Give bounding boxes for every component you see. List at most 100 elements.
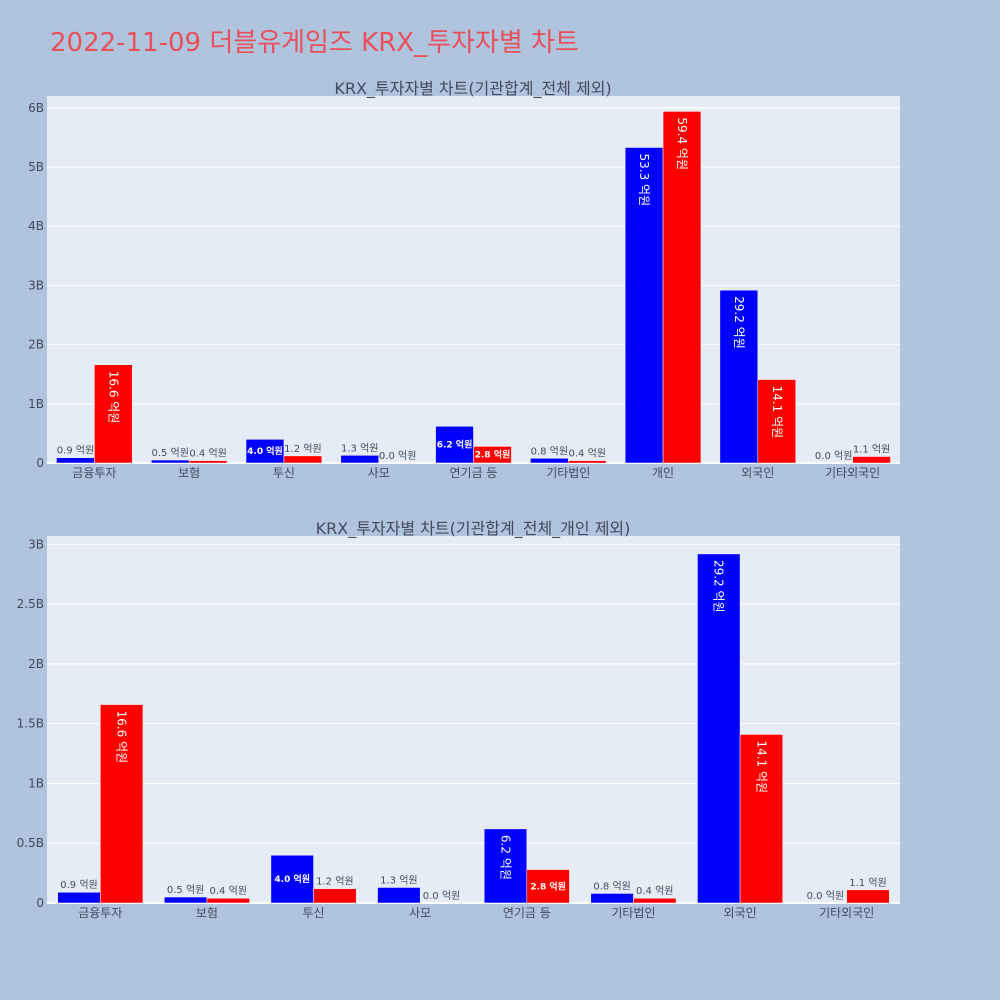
data-label: 53.3 억원	[637, 153, 651, 206]
y-tick-label: 2B	[28, 657, 44, 671]
x-tick-label: 기타법인	[546, 466, 590, 480]
data-label: 16.6 억원	[106, 371, 120, 424]
data-label: 2.8 억원	[530, 880, 566, 892]
data-label: 0.0 억원	[815, 450, 852, 462]
bar[interactable]	[483, 828, 528, 904]
bar[interactable]	[697, 553, 741, 904]
data-label: 1.1 억원	[849, 877, 886, 889]
x-tick-label: 기타외국인	[825, 466, 880, 480]
chart-top: KRX_투자자별 차트(기관합계_전체 제외) 0 1B 2B 3B 4B 5B 6B 금융투자…	[28, 79, 900, 480]
data-label: 14.1 억원	[754, 740, 768, 793]
x-tick-label: 연기금 등	[450, 466, 498, 480]
y-tick-label: 1B	[28, 397, 44, 411]
data-label: 2.8 억원	[475, 449, 511, 461]
bar[interactable]	[719, 289, 759, 464]
data-label: 0.4 억원	[210, 885, 247, 897]
y-tick-label: 2.5B	[17, 597, 44, 611]
data-label: 6.2 억원	[437, 439, 473, 451]
chart-bottom: KRX_투자자별 차트(기관합계_전체_개인 제외) 0 0.5B 1B 1.5B 2B 2…	[17, 519, 900, 920]
bar[interactable]	[340, 455, 379, 464]
data-label: 59.4 억원	[675, 117, 689, 170]
bar[interactable]	[473, 446, 512, 464]
bar[interactable]	[151, 459, 190, 464]
data-label: 0.5 억원	[151, 447, 188, 459]
bar[interactable]	[757, 379, 796, 464]
data-label: 16.6 억원	[115, 711, 129, 764]
x-tick-label: 기타외국인	[819, 906, 874, 920]
bar[interactable]	[56, 457, 95, 464]
x-tick-label: 금융투자	[78, 906, 122, 920]
y-tick-label: 4B	[28, 219, 44, 233]
bar[interactable]	[206, 897, 250, 904]
bar[interactable]	[245, 439, 285, 464]
x-tick-label: 연기금 등	[503, 906, 551, 920]
data-label: 0.8 억원	[531, 445, 568, 457]
bar[interactable]	[270, 854, 314, 904]
data-label: 1.2 억원	[284, 443, 321, 455]
bar[interactable]	[662, 111, 702, 464]
page-title: 2022-11-09 더블유게임즈 KRX_투자자별 차트	[50, 28, 579, 58]
y-tick-label: 0.5B	[17, 836, 44, 850]
data-label: 0.4 억원	[636, 885, 673, 897]
data-label: 4.0 억원	[274, 873, 310, 885]
bar[interactable]	[435, 426, 474, 464]
data-label: 0.4 억원	[189, 448, 226, 460]
bar[interactable]	[94, 364, 133, 464]
data-label: 1.2 억원	[316, 876, 353, 888]
x-tick-label: 투신	[303, 906, 325, 920]
x-tick-label: 투신	[273, 466, 295, 480]
bar[interactable]	[188, 460, 228, 464]
x-tick-label: 외국인	[741, 466, 774, 480]
bar[interactable]	[377, 887, 421, 904]
data-label: 29.2 억원	[712, 560, 726, 613]
y-tick-label: 3B	[28, 278, 44, 292]
data-label: 14.1 억원	[770, 386, 784, 439]
bar[interactable]	[590, 893, 634, 904]
y-tick-label: 0	[36, 896, 44, 910]
y-tick-label: 5B	[28, 160, 44, 174]
data-label: 6.2 억원	[498, 835, 512, 880]
y-tick-label: 1B	[28, 776, 44, 790]
x-tick-label: 금융투자	[72, 466, 116, 480]
bar[interactable]	[568, 460, 607, 464]
data-label: 0.8 억원	[593, 880, 630, 892]
data-label: 1.3 억원	[380, 874, 417, 886]
data-label: 0.5 억원	[167, 884, 204, 896]
bar[interactable]	[283, 455, 323, 464]
x-tick-label: 보험	[178, 466, 200, 480]
bar[interactable]	[624, 147, 664, 464]
bar[interactable]	[100, 704, 144, 904]
bar[interactable]	[739, 734, 783, 904]
chart-title: KRX_투자자별 차트(기관합계_전체_개인 제외)	[316, 519, 631, 539]
bar[interactable]	[530, 458, 569, 464]
bar[interactable]	[526, 869, 570, 904]
x-tick-label: 개인	[652, 466, 674, 480]
bar[interactable]	[633, 897, 677, 904]
bar[interactable]	[57, 891, 101, 904]
data-label: 29.2 억원	[732, 296, 746, 349]
x-tick-label: 외국인	[724, 906, 757, 920]
y-tick-label: 6B	[28, 101, 44, 115]
x-tick-label: 기타법인	[611, 906, 655, 920]
bar[interactable]	[852, 456, 891, 464]
chart-title: KRX_투자자별 차트(기관합계_전체 제외)	[334, 79, 611, 99]
x-tick-label: 사모	[368, 466, 390, 480]
data-label: 0.0 억원	[423, 890, 460, 902]
data-label: 0.9 억원	[60, 879, 97, 891]
x-tick-label: 사모	[409, 906, 431, 920]
data-label: 1.3 억원	[341, 442, 378, 454]
data-label: 0.4 억원	[568, 448, 605, 460]
y-tick-label: 0	[36, 456, 44, 470]
data-label: 1.1 억원	[853, 443, 890, 455]
bar[interactable]	[164, 896, 208, 904]
x-tick-label: 보험	[196, 906, 218, 920]
data-label: 0.9 억원	[57, 445, 94, 457]
y-tick-label: 2B	[28, 338, 44, 352]
data-label: 0.0 억원	[379, 450, 416, 462]
data-label: 4.0 억원	[247, 445, 283, 457]
bar[interactable]	[313, 888, 357, 904]
data-label: 0.0 억원	[807, 890, 844, 902]
y-tick-label: 1.5B	[17, 717, 44, 731]
y-tick-label: 3B	[28, 537, 44, 551]
bar[interactable]	[846, 889, 890, 904]
